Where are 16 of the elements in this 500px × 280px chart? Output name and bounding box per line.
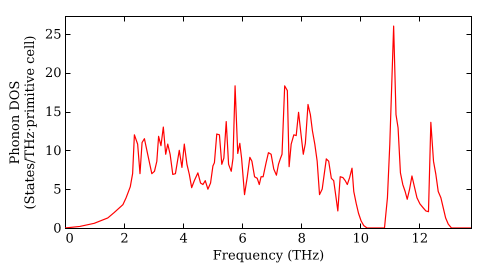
- x-tick-label: 6: [238, 232, 247, 246]
- y-tick-label: 20: [44, 66, 62, 82]
- y-tick-label: 15: [44, 105, 62, 120]
- x-tick-label: 2: [120, 232, 129, 246]
- line-series: [65, 25, 471, 228]
- y-tick-label: 10: [44, 144, 62, 159]
- y-tick-label: 0: [53, 222, 62, 236]
- x-tick-label: 8: [298, 232, 306, 246]
- x-axis-title: Frequency (THz): [212, 248, 324, 264]
- y-tick-label: 25: [44, 27, 62, 42]
- x-tick-label: 10: [352, 232, 370, 246]
- y-axis-title: Phonon DOS (States/THz·primitive cell): [8, 35, 38, 210]
- x-tick-label: 0: [66, 232, 74, 246]
- x-tick-label: 4: [179, 232, 188, 246]
- x-tick-label: 12: [412, 232, 428, 246]
- y-tick-label: 5: [53, 182, 62, 198]
